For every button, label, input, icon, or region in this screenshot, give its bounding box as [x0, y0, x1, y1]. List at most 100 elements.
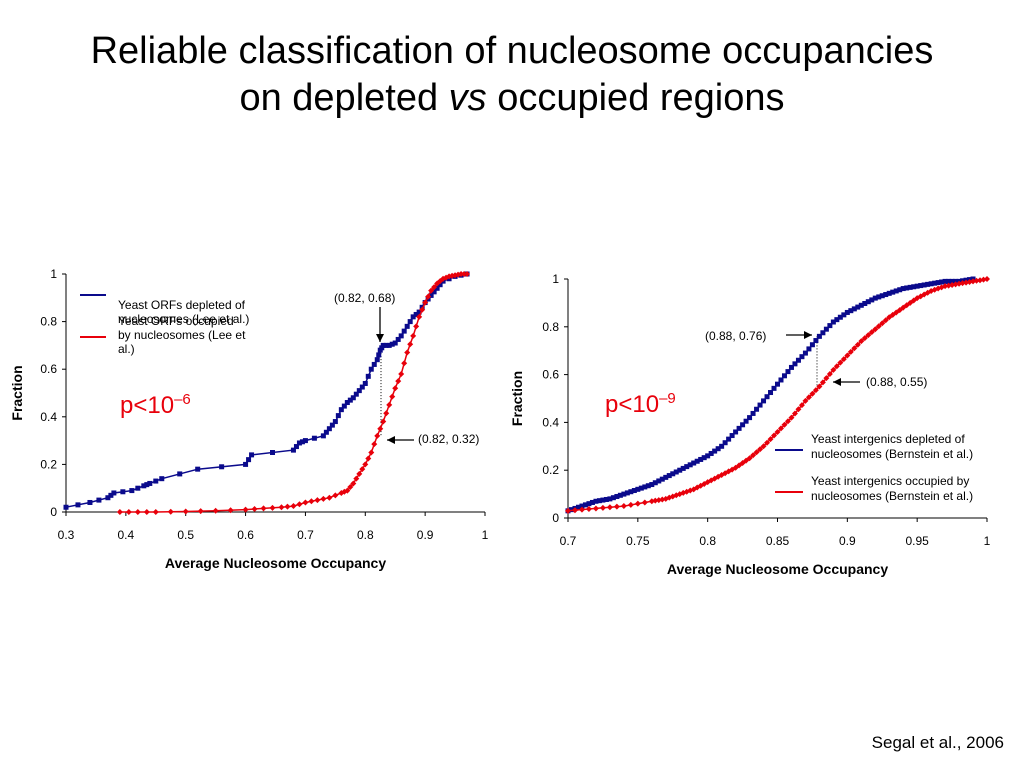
- data-point-diamond: [320, 495, 327, 502]
- data-point-diamond: [973, 277, 980, 284]
- data-point-square: [872, 295, 878, 301]
- data-point-diamond: [844, 352, 851, 359]
- data-point-square: [392, 340, 398, 346]
- data-point-diamond: [907, 299, 914, 306]
- data-point-square: [865, 299, 871, 305]
- data-point-diamond: [398, 370, 405, 377]
- x-tick-label: 0.5: [177, 528, 194, 542]
- x-tick-label: 0.6: [237, 528, 254, 542]
- data-point-square: [792, 361, 798, 367]
- data-point-square: [949, 278, 955, 284]
- data-point-diamond: [197, 508, 204, 515]
- data-point-diamond: [284, 503, 291, 510]
- data-point-diamond: [356, 470, 363, 477]
- data-point-diamond: [641, 499, 648, 506]
- data-point-square: [159, 476, 165, 482]
- data-point-square: [398, 333, 404, 339]
- data-point-square: [359, 384, 365, 390]
- data-point-diamond: [886, 314, 893, 321]
- data-point-square: [63, 504, 69, 510]
- data-point-diamond: [434, 280, 441, 287]
- data-point-diamond: [795, 406, 802, 413]
- data-point-square: [694, 458, 700, 464]
- data-point-diamond: [428, 287, 435, 294]
- data-point-square: [434, 285, 440, 291]
- data-point-diamond: [875, 323, 882, 330]
- data-point-square: [715, 446, 721, 452]
- legend-label-2: Yeast intergenics occupied by nucleosomes…: [811, 474, 973, 503]
- data-point-square: [946, 278, 952, 284]
- title-line-2: on depleted vs occupied regions: [0, 75, 1024, 122]
- data-point-square: [368, 366, 374, 372]
- p-value-label: p<10–9: [605, 390, 676, 418]
- data-point-diamond: [771, 432, 778, 439]
- y-tick-label: 0: [50, 505, 57, 519]
- x-tick-label: 0.9: [839, 534, 856, 548]
- data-point-diamond: [227, 507, 234, 514]
- data-point-diamond: [242, 506, 249, 513]
- data-point-diamond: [585, 506, 592, 513]
- data-point-square: [347, 397, 353, 403]
- data-point-square: [293, 444, 299, 450]
- data-point-square: [311, 435, 317, 441]
- data-point-diamond: [260, 505, 267, 512]
- data-point-diamond: [401, 360, 408, 367]
- data-point-square: [108, 492, 114, 498]
- data-point-square: [195, 466, 201, 472]
- data-point-diamond: [924, 289, 931, 296]
- data-point-square: [596, 498, 602, 504]
- data-point-diamond: [212, 507, 219, 514]
- data-point-square: [750, 410, 756, 416]
- citation: Segal et al., 2006: [871, 733, 1004, 752]
- data-point-square: [652, 480, 658, 486]
- data-point-square: [617, 492, 623, 498]
- data-point-diamond: [413, 323, 420, 330]
- data-point-diamond: [963, 279, 970, 286]
- data-point-diamond: [410, 332, 417, 339]
- data-point-diamond: [302, 499, 309, 506]
- data-point-square: [768, 390, 774, 396]
- data-point-square: [416, 309, 422, 315]
- legend-label-1: Yeast intergenics depleted of nucleosomes…: [811, 432, 973, 461]
- data-point-square: [326, 426, 332, 432]
- data-point-square: [374, 357, 380, 363]
- data-point-square: [719, 443, 725, 449]
- x-tick-label: 0.7: [297, 528, 314, 542]
- y-tick-label: 0.4: [542, 415, 559, 429]
- data-point-square: [582, 502, 588, 508]
- data-point-square: [841, 312, 847, 318]
- data-point-square: [365, 373, 371, 379]
- data-point-square: [677, 467, 683, 473]
- data-point-square: [144, 482, 150, 488]
- y-tick-label: 0: [552, 511, 559, 525]
- data-point-square: [356, 388, 362, 394]
- data-point-diamond: [784, 418, 791, 425]
- data-point-diamond: [389, 393, 396, 400]
- data-point-square: [771, 385, 777, 391]
- data-point-square: [684, 464, 690, 470]
- data-point-square: [802, 350, 808, 356]
- data-point-square: [918, 283, 924, 289]
- data-point-square: [147, 480, 153, 486]
- data-point-square: [362, 380, 368, 386]
- data-point-square: [624, 490, 630, 496]
- title-line-2-pre: on depleted: [239, 77, 449, 119]
- data-point-square: [338, 407, 344, 413]
- data-point-diamond: [269, 504, 276, 511]
- data-point-diamond: [290, 503, 297, 510]
- data-point-square: [844, 309, 850, 315]
- data-point-diamond: [736, 462, 743, 469]
- x-tick-label: 0.8: [699, 534, 716, 548]
- data-point-square: [722, 440, 728, 446]
- data-point-diamond: [134, 509, 141, 515]
- data-point-diamond: [359, 466, 366, 473]
- data-point-diamond: [371, 441, 378, 448]
- data-point-square: [341, 403, 347, 409]
- data-point-square: [407, 319, 413, 325]
- data-point-square: [642, 484, 648, 490]
- y-tick-label: 0.2: [40, 457, 57, 471]
- data-point-diamond: [921, 291, 928, 298]
- data-point-square: [900, 286, 906, 292]
- data-point-square: [827, 323, 833, 329]
- data-point-diamond: [729, 466, 736, 473]
